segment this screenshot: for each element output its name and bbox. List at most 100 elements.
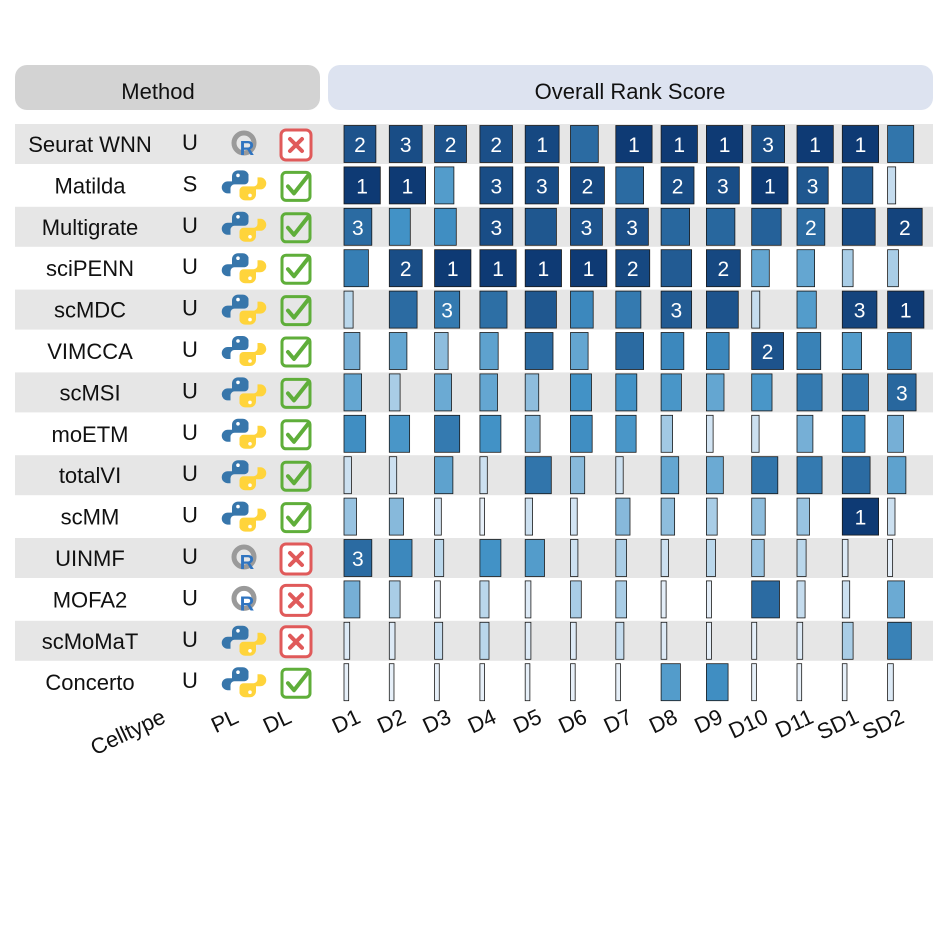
r-logo-letter: R xyxy=(240,552,255,574)
celltype-value: U xyxy=(182,337,198,362)
check-box-icon xyxy=(280,667,312,699)
python-language-icon xyxy=(221,253,267,284)
python-language-icon xyxy=(221,501,267,532)
method-name: Matilda xyxy=(55,173,127,198)
column-label: D11 xyxy=(771,704,817,743)
score-bar xyxy=(570,207,603,246)
rank-label: 3 xyxy=(717,175,729,198)
score-bar xyxy=(434,125,467,163)
score-bar xyxy=(570,332,589,370)
check-mark-icon xyxy=(286,503,311,527)
dl-no-icon xyxy=(279,583,313,617)
python-logo-eye xyxy=(248,442,252,446)
score-bar xyxy=(706,539,716,577)
python-language-icon xyxy=(221,170,267,201)
rank-label: 2 xyxy=(400,258,412,281)
score-bar xyxy=(524,166,559,205)
score-bar xyxy=(343,539,373,577)
score-bar xyxy=(751,290,761,329)
score-bar xyxy=(751,125,786,163)
celltype-value: U xyxy=(182,544,198,569)
column-label: Celltype xyxy=(87,704,170,760)
score-bar xyxy=(706,621,712,660)
table-row: sciPENN U 2 1 1 1 1 2 2 xyxy=(46,249,899,288)
score-bar xyxy=(796,497,810,536)
score-bar xyxy=(615,166,644,205)
python-logo-eye xyxy=(248,276,252,281)
table-row: Matilda S 1 1 3 3 2 2 3 1 3 xyxy=(55,166,897,205)
score-bar xyxy=(706,207,736,246)
score-bar xyxy=(751,539,765,577)
dl-yes-icon xyxy=(280,253,312,285)
python-logo-eye xyxy=(248,400,252,405)
score-bar xyxy=(343,456,352,495)
score-bar xyxy=(388,663,395,702)
python-language-icon xyxy=(221,294,267,325)
check-box-icon xyxy=(280,170,312,202)
method-name: Multigrate xyxy=(42,215,139,240)
rank-label: 1 xyxy=(673,134,685,157)
score-bar xyxy=(706,332,730,370)
celltype-value: S xyxy=(183,171,198,196)
column-label: D6 xyxy=(555,704,591,739)
score-bar xyxy=(570,290,594,329)
table-row: totalVI U xyxy=(59,456,907,495)
score-bar xyxy=(343,580,361,619)
python-language-icon xyxy=(221,377,267,408)
cross-mark-icon xyxy=(288,551,304,567)
score-bar xyxy=(524,249,562,288)
score-bar xyxy=(479,497,485,536)
celltype-value: U xyxy=(182,668,198,693)
score-bar xyxy=(434,580,441,619)
celltype-value: U xyxy=(182,296,198,321)
python-logo-eye xyxy=(236,297,240,302)
score-bar xyxy=(524,290,557,329)
score-bar xyxy=(343,332,361,370)
score-bar xyxy=(434,621,444,660)
rank-label: 2 xyxy=(899,217,911,240)
row-stripe xyxy=(15,124,933,164)
score-bar xyxy=(887,125,915,163)
dl-no-icon xyxy=(279,128,313,162)
score-bar xyxy=(706,663,729,702)
score-bar xyxy=(706,497,718,536)
python-logo-eye xyxy=(248,235,252,239)
r-language-icon: R xyxy=(231,585,257,615)
column-label: SD2 xyxy=(858,704,907,745)
score-bar xyxy=(434,497,442,536)
score-bar xyxy=(479,580,490,619)
python-logo-eye xyxy=(236,380,240,385)
method-name: sciPENN xyxy=(46,256,134,281)
score-bar xyxy=(660,207,690,246)
table-row: scMM U 1 xyxy=(61,497,896,536)
celltype-value: U xyxy=(182,378,198,403)
r-logo-ring xyxy=(231,130,257,156)
score-bar xyxy=(615,373,638,412)
score-bar xyxy=(660,290,693,329)
score-bar xyxy=(796,414,814,453)
dl-no-icon xyxy=(279,625,313,659)
score-bar xyxy=(388,166,426,205)
score-bar xyxy=(751,621,758,660)
celltype-value: U xyxy=(182,254,198,279)
rank-label: 1 xyxy=(764,175,776,198)
score-bar xyxy=(479,456,488,495)
python-logo-blue xyxy=(221,335,249,359)
score-bar xyxy=(887,332,912,370)
score-bar xyxy=(479,663,485,702)
python-logo-eye xyxy=(236,173,240,178)
score-bar xyxy=(751,249,770,288)
rank-label: 3 xyxy=(400,134,412,157)
score-bar xyxy=(388,539,413,577)
python-logo-blue xyxy=(221,170,249,194)
score-bar xyxy=(524,414,541,453)
method-name: scMSI xyxy=(59,380,120,405)
dl-yes-icon xyxy=(280,667,312,699)
python-language-icon xyxy=(221,418,267,449)
python-logo-blue xyxy=(221,377,249,401)
python-logo-blue xyxy=(221,418,249,442)
score-bar xyxy=(660,539,669,577)
rank-label: 3 xyxy=(441,300,453,323)
score-bar xyxy=(706,414,714,453)
score-bar xyxy=(841,580,851,619)
